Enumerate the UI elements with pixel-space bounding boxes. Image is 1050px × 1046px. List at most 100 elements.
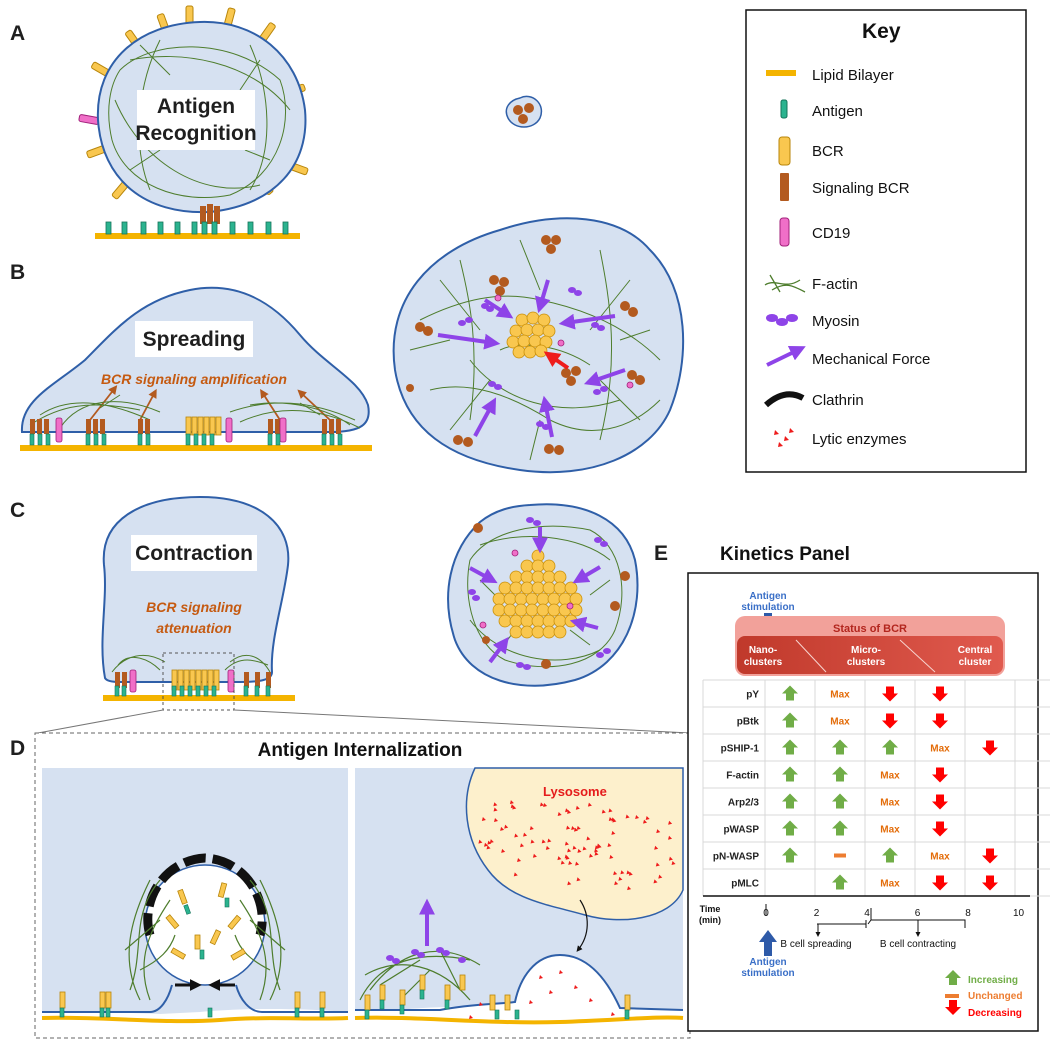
up-arrow-icon — [882, 847, 898, 863]
panel-a-lipid-bilayer — [95, 233, 300, 239]
lytic-enzyme-dot — [618, 876, 623, 881]
down-arrow-icon — [982, 740, 998, 756]
key-legend: Key Lipid Bilayer Antigen BCR Signaling … — [745, 9, 1027, 473]
lytic-enzyme-dot — [612, 818, 617, 823]
legend-down-arrow-icon — [945, 1000, 961, 1015]
stim-bottom-arrow-icon — [759, 930, 777, 956]
key-label-clathrin: Clathrin — [812, 392, 864, 409]
down-arrow-icon — [882, 713, 898, 729]
lytic-enzyme-dot — [500, 826, 505, 831]
panel-c-top-myosin — [468, 517, 611, 670]
lytic-enzyme-dot — [567, 848, 572, 853]
panel-b-subtitle: BCR signaling amplification — [101, 371, 287, 387]
row-label: pY — [746, 690, 759, 701]
legend-dash-icon — [945, 994, 959, 998]
tick-label: 2 — [814, 908, 820, 919]
phase1-label: B cell spreading — [780, 939, 851, 950]
panel-c-top-bcr-cluster — [492, 549, 583, 639]
panel-e-letter: E — [654, 542, 668, 565]
key-label-bcr: BCR — [812, 143, 844, 160]
lytic-enzyme-dot — [509, 800, 514, 805]
up-arrow-icon — [782, 766, 798, 782]
f-actin-icon — [764, 274, 806, 293]
max-label: Max — [880, 771, 900, 782]
myosin-icon — [766, 314, 798, 326]
tick-label: 4 — [864, 908, 870, 919]
panel-b-top-cd19 — [494, 294, 634, 389]
lytic-enzyme-dot — [568, 860, 573, 865]
row-label: pSHIP-1 — [721, 744, 760, 755]
lytic-enzyme-dot — [520, 843, 525, 848]
mechanical-force-icon — [766, 345, 806, 367]
lytic-enzyme-dot — [614, 881, 619, 886]
status-of-bcr-title: Status of BCR — [833, 623, 907, 635]
lytic-enzyme-dot — [513, 872, 518, 877]
max-label: Max — [880, 825, 900, 836]
key-label-f-actin: F-actin — [812, 276, 858, 293]
zoom-line-left — [37, 709, 164, 734]
panel-b-force-arrows — [437, 279, 626, 438]
panel-b-top-bcr-cluster — [506, 311, 556, 359]
lytic-enzyme-dot — [627, 886, 632, 891]
lytic-enzyme-dot — [547, 838, 552, 843]
panel-d-letter: D — [10, 737, 25, 760]
panel-c-force-arrows — [469, 527, 602, 664]
lytic-enzyme-dot — [564, 854, 569, 859]
panel-b-actin — [29, 394, 361, 429]
panel-c-actin — [111, 654, 271, 673]
lytic-enzyme-dot — [620, 870, 625, 875]
lysosome-fusion-arrow — [576, 899, 588, 952]
lytic-enzyme-dot — [478, 839, 483, 844]
panel-d-left-actin — [124, 879, 286, 1001]
stage-divider-1 — [795, 639, 827, 673]
panel-b-lipid-bilayer — [20, 445, 372, 451]
lytic-enzyme-dot — [529, 826, 534, 831]
up-arrow-icon — [832, 793, 848, 809]
panel-b-signal-arrows — [89, 385, 331, 421]
key-label-signaling-bcr: Signaling BCR — [812, 180, 910, 197]
lytic-enzyme-dot — [489, 839, 494, 844]
lipid-bilayer-icon — [766, 70, 796, 76]
lytic-enzyme-dot — [596, 843, 601, 848]
stage-central-cluster-line2: cluster — [959, 657, 992, 668]
row-label: pBtk — [737, 717, 760, 728]
kinetics-row: pBtk Max — [737, 712, 948, 729]
lytic-enzyme-dot — [594, 845, 599, 850]
lytic-enzyme-dot — [486, 845, 491, 850]
panel-c-cd19 — [129, 669, 137, 693]
lytic-enzyme-dot — [586, 836, 591, 841]
lytic-enzyme-dot — [645, 816, 650, 821]
lytic-enzyme-dot — [484, 842, 489, 847]
kinetics-rows: pY Max pBtk Max pSHIP-1 Max F-actin Max Arp2/3 Ma… — [713, 685, 998, 891]
lytic-enzyme-dot — [594, 848, 599, 853]
kinetics-row: pWASP Max — [723, 820, 948, 837]
lytic-enzyme-dot — [658, 874, 663, 879]
clathrin-icon — [764, 391, 805, 408]
lytic-enzyme-dot — [560, 860, 565, 865]
clathrin-coat — [143, 853, 267, 937]
panel-a: A Antigen Reco — [10, 5, 543, 239]
lytic-enzyme-dot — [573, 827, 578, 832]
kinetics-grid — [702, 679, 1050, 897]
panel-b-side-cell — [20, 286, 370, 433]
tick-label: 6 — [915, 908, 921, 919]
panel-c-top-signaling-bcrs — [473, 523, 630, 669]
panel-a-signaling-bcrs — [200, 204, 220, 224]
lytic-enzyme-dot — [532, 853, 537, 858]
panel-c-top-cd19 — [479, 549, 574, 629]
tick-label: 10 — [1013, 908, 1025, 919]
max-label: Max — [930, 744, 950, 755]
stage-microclusters-line1: Micro- — [851, 645, 881, 656]
panel-c-cd19-2 — [227, 669, 235, 693]
lytic-enzyme-dot — [613, 871, 618, 876]
lytic-enzyme-dot — [626, 870, 631, 875]
lytic-enzyme-dot — [575, 861, 580, 866]
antigen-icon — [780, 99, 788, 119]
row-label: Arp2/3 — [728, 798, 760, 809]
panel-d-left — [41, 768, 349, 1024]
panel-d-left-bcrs — [59, 882, 326, 1009]
key-label-mechanical-force: Mechanical Force — [812, 351, 930, 368]
key-label-cd19: CD19 — [812, 225, 850, 242]
lytic-enzyme-dot — [576, 825, 581, 830]
stim-top-line2: stimulation — [741, 602, 794, 613]
